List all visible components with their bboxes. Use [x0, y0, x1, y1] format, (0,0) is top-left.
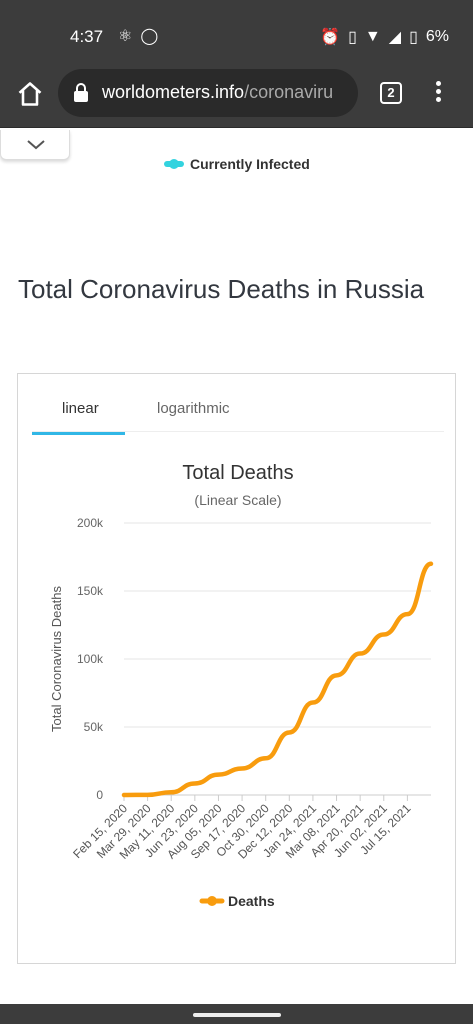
status-bar: 4:37 ⚛◯ ⏰ ▯ ▼ ◢ ▯ 6% — [0, 0, 473, 60]
legend-marker — [207, 896, 217, 906]
battery-icon: ▯ — [409, 29, 418, 46]
home-gesture-handle[interactable] — [193, 1013, 281, 1017]
tab-divider — [32, 431, 444, 432]
deaths-line-chart: Total Deaths (Linear Scale) Total Corona… — [49, 462, 434, 909]
tab-linear[interactable]: linear — [62, 400, 99, 417]
notification-icons: ⚛◯ — [118, 26, 166, 46]
browser-toolbar: worldometers.info/coronaviru 2 — [0, 60, 473, 128]
system-icons: ⏰ ▯ ▼ ◢ ▯ 6% — [320, 27, 449, 47]
home-icon[interactable] — [16, 80, 44, 108]
legend-label: Currently Infected — [190, 156, 310, 172]
tab-logarithmic[interactable]: logarithmic — [157, 400, 230, 417]
address-bar[interactable]: worldometers.info/coronaviru — [58, 69, 358, 117]
legend-label[interactable]: Deaths — [228, 893, 275, 909]
legend-swatch — [164, 159, 184, 169]
url-text: worldometers.info/coronaviru — [102, 82, 333, 103]
deaths-series-line — [121, 561, 434, 798]
tab-switcher-button[interactable]: 2 — [380, 82, 402, 104]
chart-title: Total Deaths — [182, 462, 293, 484]
top-chart-legend: Currently Infected — [164, 156, 310, 172]
y-tick-label: 150k — [77, 584, 104, 598]
lock-icon — [74, 83, 88, 102]
collapse-button[interactable] — [0, 130, 70, 160]
active-tab-indicator — [32, 432, 125, 435]
chevron-down-icon — [27, 140, 45, 150]
wifi-icon: ▼ — [364, 28, 381, 45]
alarm-icon: ⏰ — [320, 29, 341, 46]
navigation-bar — [0, 1004, 473, 1024]
y-axis-label: Total Coronavirus Deaths — [49, 586, 64, 732]
y-tick-label: 200k — [77, 516, 104, 530]
clock: 4:37 — [70, 27, 104, 46]
chart-card: linear logarithmic Total Deaths (Linear … — [17, 373, 456, 964]
app-notification-icon: ⚛ — [118, 28, 141, 45]
y-tick-label: 0 — [96, 788, 103, 802]
y-tick-label: 50k — [84, 720, 104, 734]
battery-level: 6% — [425, 28, 449, 45]
chart-subtitle: (Linear Scale) — [194, 492, 281, 508]
overflow-menu-icon[interactable] — [436, 81, 442, 105]
url-path: /coronaviru — [244, 82, 334, 102]
page-title: Total Coronavirus Deaths in Russia — [18, 274, 425, 304]
y-tick-label: 100k — [77, 652, 104, 666]
url-host: worldometers.info — [102, 82, 245, 102]
signal-icon: ◢ — [388, 29, 402, 46]
shazam-icon: ◯ — [140, 28, 167, 45]
vibrate-icon: ▯ — [348, 29, 357, 46]
